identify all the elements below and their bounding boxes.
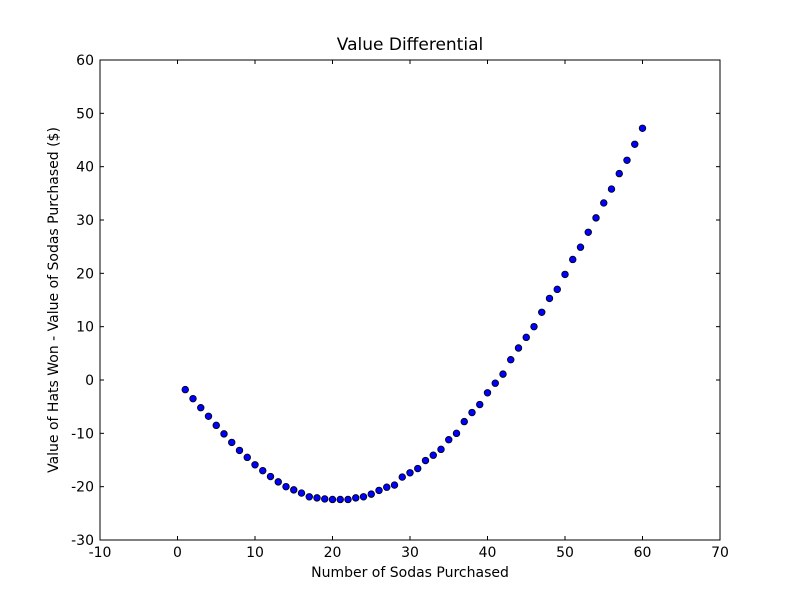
- data-point: [367, 490, 375, 498]
- x-tick-label: -10: [89, 545, 112, 561]
- data-point: [514, 344, 523, 352]
- data-point: [352, 494, 360, 502]
- y-tick-label: 40: [76, 160, 94, 176]
- data-point: [220, 430, 228, 438]
- data-point: [538, 308, 546, 316]
- y-axis-ticks: -30 -20 -10 0 10 20 30 40 50 60: [71, 53, 720, 549]
- data-point: [197, 404, 205, 412]
- x-tick-label: 40: [479, 545, 497, 561]
- data-point: [398, 473, 406, 481]
- y-tick-label: 30: [76, 213, 94, 229]
- data-point: [545, 294, 554, 303]
- data-point: [522, 333, 530, 342]
- plot-frame: [99, 59, 721, 541]
- data-point: [623, 156, 631, 164]
- x-tick-label: 60: [634, 545, 652, 561]
- data-point: [383, 483, 391, 491]
- data-point: [189, 394, 197, 403]
- data-point: [491, 379, 499, 387]
- data-point: [266, 472, 275, 481]
- data-point: [313, 494, 321, 502]
- data-point: [406, 469, 414, 477]
- data-point: [305, 493, 313, 501]
- x-axis-ticks: -10 0 10 20 30 40 50 60 70: [89, 60, 729, 561]
- data-point: [530, 322, 538, 331]
- x-tick-label: 0: [173, 545, 182, 561]
- data-point: [607, 185, 616, 193]
- data-point: [228, 438, 236, 447]
- plot-area: [99, 59, 721, 541]
- data-point: [507, 356, 515, 364]
- data-point: [592, 214, 600, 222]
- data-point: [569, 255, 577, 264]
- data-point: [212, 421, 220, 430]
- x-tick-label: 30: [401, 545, 419, 561]
- data-point: [251, 461, 259, 469]
- data-point: [290, 486, 298, 494]
- data-point: [476, 400, 484, 409]
- data-point: [274, 478, 282, 486]
- data-point: [468, 408, 476, 417]
- data-point: [336, 495, 344, 504]
- data-point: [321, 495, 329, 503]
- data-point: [421, 456, 430, 465]
- data-point: [414, 464, 422, 473]
- data-point: [499, 370, 507, 378]
- data-point: [375, 486, 383, 495]
- data-point: [460, 417, 468, 426]
- data-point: [235, 446, 244, 455]
- data-point: [437, 445, 445, 454]
- data-point: [328, 495, 337, 504]
- y-tick-label: -30: [71, 533, 94, 549]
- data-point: [181, 385, 189, 394]
- data-point: [600, 199, 608, 207]
- chart-title: Value Differential: [337, 35, 483, 55]
- data-point: [259, 466, 267, 475]
- y-tick-label: -10: [71, 426, 94, 442]
- data-point: [297, 489, 306, 497]
- data-point: [243, 453, 251, 462]
- data-point: [204, 412, 213, 420]
- data-point: [282, 482, 290, 491]
- y-tick-label: 10: [76, 320, 94, 336]
- data-point: [344, 495, 352, 504]
- x-tick-label: 10: [246, 545, 264, 561]
- data-point: [615, 169, 623, 178]
- x-tick-label: 50: [556, 545, 574, 561]
- y-tick-label: 0: [85, 373, 94, 389]
- x-axis-label: Number of Sodas Purchased: [311, 565, 509, 581]
- data-point: [584, 228, 592, 236]
- y-tick-label: -20: [71, 480, 94, 496]
- data-point: [553, 285, 561, 294]
- data-point: [445, 436, 453, 444]
- data-point: [359, 493, 368, 501]
- data-point: [576, 243, 585, 251]
- data-point: [390, 481, 399, 489]
- y-tick-label: 20: [76, 266, 94, 282]
- y-axis-label: Value of Hats Won - Value of Sodas Purch…: [46, 127, 62, 473]
- data-point: [638, 124, 647, 132]
- x-tick-label: 20: [324, 545, 342, 561]
- data-point: [561, 270, 569, 279]
- data-point: [483, 389, 492, 397]
- data-point: [429, 451, 437, 459]
- x-tick-label: 70: [711, 545, 729, 561]
- y-tick-label: 60: [76, 53, 94, 69]
- y-tick-label: 50: [76, 106, 94, 122]
- data-points: [181, 124, 647, 504]
- data-point: [631, 140, 639, 148]
- data-point: [452, 429, 461, 438]
